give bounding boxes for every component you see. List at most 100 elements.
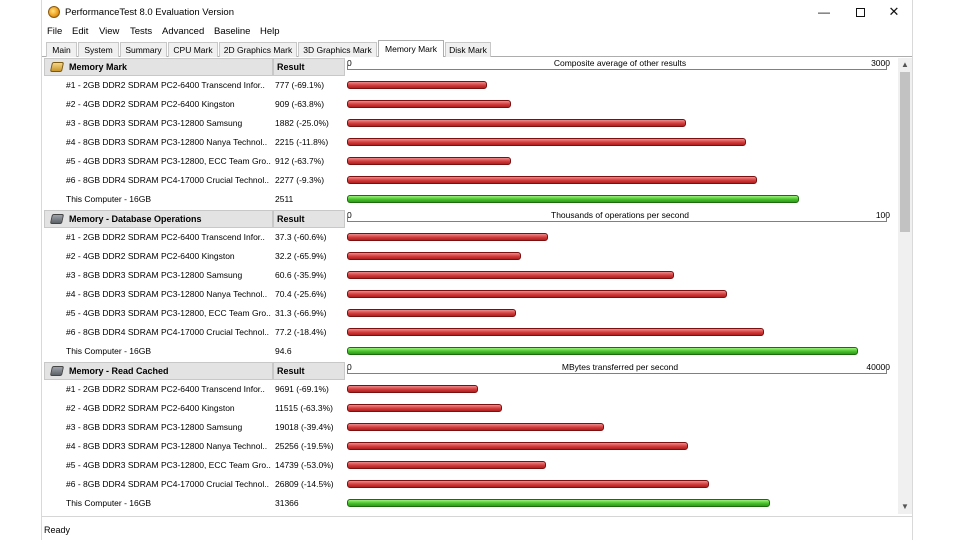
section-header[interactable]: Memory Mark bbox=[44, 58, 273, 76]
memory-chip-icon bbox=[49, 62, 65, 72]
row-result-value: 912 (-63.7%) bbox=[275, 156, 325, 166]
axis-max-label: 40000 bbox=[866, 362, 890, 372]
status-text: Ready bbox=[44, 525, 71, 535]
tab-memory-mark[interactable]: Memory Mark bbox=[378, 40, 444, 57]
row-device-name: #2 - 4GB DDR2 SDRAM PC2-6400 Kingston bbox=[66, 403, 235, 413]
result-bar bbox=[347, 347, 858, 355]
row-result-value: 37.3 (-60.6%) bbox=[275, 232, 327, 242]
result-bar bbox=[347, 233, 548, 241]
axis-line bbox=[347, 69, 887, 70]
result-bar bbox=[347, 480, 709, 488]
row-result-value: 2511 bbox=[275, 194, 294, 204]
result-column-header[interactable]: Result bbox=[273, 58, 345, 76]
axis-title: Composite average of other results bbox=[553, 58, 687, 68]
result-bar bbox=[347, 290, 727, 298]
axis-line bbox=[347, 221, 887, 222]
result-bar bbox=[347, 176, 757, 184]
tab-bar: Main System Summary CPU Mark 2D Graphics… bbox=[42, 40, 912, 57]
result-bar bbox=[347, 404, 502, 412]
minimize-button[interactable]: — bbox=[806, 0, 842, 24]
row-device-name: #6 - 8GB DDR4 SDRAM PC4-17000 Crucial Te… bbox=[66, 175, 269, 185]
result-bar bbox=[347, 442, 688, 450]
row-result-value: 19018 (-39.4%) bbox=[275, 422, 334, 432]
axis-tick-end bbox=[886, 61, 887, 70]
row-result-value: 31366 bbox=[275, 498, 299, 508]
title-bar: PerformanceTest 8.0 Evaluation Version —… bbox=[42, 0, 912, 24]
section-title: Memory - Read Cached bbox=[69, 366, 169, 376]
menu-baseline[interactable]: Baseline bbox=[214, 26, 251, 37]
result-column-header[interactable]: Result bbox=[273, 362, 345, 380]
close-button[interactable]: ✕ bbox=[876, 0, 912, 24]
row-result-value: 60.6 (-35.9%) bbox=[275, 270, 327, 280]
menu-advanced[interactable]: Advanced bbox=[162, 26, 205, 37]
close-icon: ✕ bbox=[888, 4, 900, 19]
row-result-value: 14739 (-53.0%) bbox=[275, 460, 334, 470]
row-device-name: #6 - 8GB DDR4 SDRAM PC4-17000 Crucial Te… bbox=[66, 479, 269, 489]
row-device-name: #5 - 4GB DDR3 SDRAM PC3-12800, ECC Team … bbox=[66, 156, 271, 166]
section-header[interactable]: Memory - Database Operations bbox=[44, 210, 273, 228]
result-bar bbox=[347, 138, 746, 146]
tab-system[interactable]: System bbox=[78, 42, 119, 57]
row-result-value: 909 (-63.8%) bbox=[275, 99, 325, 109]
row-result-value: 25256 (-19.5%) bbox=[275, 441, 334, 451]
tab-2d-graphics-mark[interactable]: 2D Graphics Mark bbox=[219, 42, 297, 57]
result-bar bbox=[347, 157, 511, 165]
axis-min-label: 0 bbox=[347, 58, 352, 68]
axis-tick-end bbox=[886, 213, 887, 222]
performancetest-icon bbox=[48, 6, 60, 18]
axis-tick-start bbox=[347, 213, 348, 222]
status-bar: Ready bbox=[42, 516, 912, 540]
menu-edit[interactable]: Edit bbox=[72, 26, 89, 37]
app-window: PerformanceTest 8.0 Evaluation Version —… bbox=[41, 0, 913, 540]
row-device-name: #1 - 2GB DDR2 SDRAM PC2-6400 Transcend I… bbox=[66, 80, 265, 90]
chevron-down-icon[interactable]: ▼ bbox=[901, 502, 909, 511]
row-device-name: This Computer - 16GB bbox=[66, 346, 152, 356]
tab-3d-graphics-mark[interactable]: 3D Graphics Mark bbox=[298, 42, 377, 57]
row-result-value: 1882 (-25.0%) bbox=[275, 118, 329, 128]
row-device-name: #5 - 4GB DDR3 SDRAM PC3-12800, ECC Team … bbox=[66, 460, 271, 470]
menu-view[interactable]: View bbox=[99, 26, 120, 37]
row-device-name: #5 - 4GB DDR3 SDRAM PC3-12800, ECC Team … bbox=[66, 308, 271, 318]
row-device-name: This Computer - 16GB bbox=[66, 498, 152, 508]
axis-tick-start bbox=[347, 61, 348, 70]
row-result-value: 32.2 (-65.9%) bbox=[275, 251, 327, 261]
menu-tests[interactable]: Tests bbox=[130, 26, 153, 37]
row-result-value: 2215 (-11.8%) bbox=[275, 137, 329, 147]
scroll-thumb[interactable] bbox=[900, 72, 910, 232]
memory-chip-icon bbox=[49, 366, 65, 376]
menu-help[interactable]: Help bbox=[260, 26, 280, 37]
tab-summary[interactable]: Summary bbox=[120, 42, 167, 57]
row-device-name: #3 - 8GB DDR3 SDRAM PC3-12800 Samsung bbox=[66, 422, 243, 432]
row-device-name: #4 - 8GB DDR3 SDRAM PC3-12800 Nanya Tech… bbox=[66, 289, 268, 299]
result-bar bbox=[347, 499, 770, 507]
row-device-name: #2 - 4GB DDR2 SDRAM PC2-6400 Kingston bbox=[66, 251, 235, 261]
tab-main[interactable]: Main bbox=[46, 42, 77, 57]
row-result-value: 2277 (-9.3%) bbox=[275, 175, 325, 185]
tab-cpu-mark[interactable]: CPU Mark bbox=[168, 42, 218, 57]
row-device-name: #4 - 8GB DDR3 SDRAM PC3-12800 Nanya Tech… bbox=[66, 441, 268, 451]
results-panel: Memory Mark Result 0 Composite average of o… bbox=[44, 58, 898, 514]
row-device-name: This Computer - 16GB bbox=[66, 194, 152, 204]
result-bar bbox=[347, 423, 604, 431]
vertical-scrollbar[interactable]: ▲ ▼ bbox=[898, 58, 912, 514]
result-bar bbox=[347, 195, 799, 203]
row-result-value: 70.4 (-25.6%) bbox=[275, 289, 327, 299]
section-title: Memory Mark bbox=[69, 62, 128, 72]
result-bar bbox=[347, 385, 478, 393]
menu-file[interactable]: File bbox=[47, 26, 63, 37]
maximize-button[interactable] bbox=[842, 0, 878, 24]
axis-max-label: 3000 bbox=[871, 58, 890, 68]
chevron-up-icon[interactable]: ▲ bbox=[901, 60, 909, 69]
row-device-name: #3 - 8GB DDR3 SDRAM PC3-12800 Samsung bbox=[66, 270, 243, 280]
row-device-name: #3 - 8GB DDR3 SDRAM PC3-12800 Samsung bbox=[66, 118, 243, 128]
row-result-value: 11515 (-63.3%) bbox=[275, 403, 333, 413]
section-title: Memory - Database Operations bbox=[69, 214, 202, 224]
tab-disk-mark[interactable]: Disk Mark bbox=[445, 42, 491, 57]
row-result-value: 777 (-69.1%) bbox=[275, 80, 325, 90]
axis-line bbox=[347, 373, 887, 374]
axis-max-label: 100 bbox=[875, 210, 890, 220]
result-bar bbox=[347, 119, 686, 127]
result-column-header[interactable]: Result bbox=[273, 210, 345, 228]
result-bar bbox=[347, 328, 764, 336]
section-header[interactable]: Memory - Read Cached bbox=[44, 362, 273, 380]
